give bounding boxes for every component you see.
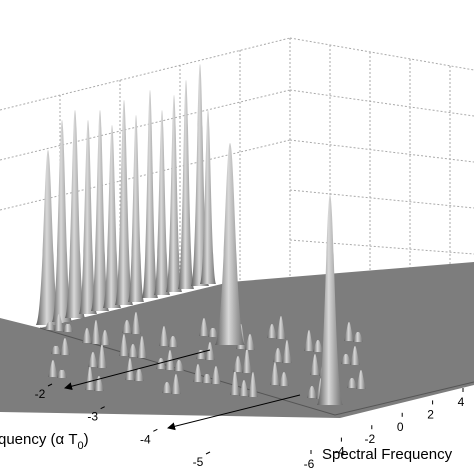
peak [267,324,277,338]
peak [142,90,158,298]
peak [128,344,138,357]
peak [63,323,73,332]
x-tick-label: -2 [364,432,375,446]
peak [341,354,351,364]
peak [79,120,97,314]
peak [307,386,317,398]
peak [36,150,60,325]
peak [313,340,323,352]
peak [279,372,289,386]
peak [208,327,218,337]
peak [125,358,135,380]
axes-box [0,37,474,310]
box-edge [0,37,474,280]
x-axis-label: Spectral Frequency [322,446,453,463]
peak [193,364,203,382]
x-tick-label: -6 [304,457,315,471]
y-tick-label: -2 [35,387,46,401]
peak [356,370,366,389]
peak [242,348,252,373]
surface-peaks [36,64,366,405]
peak [122,320,132,333]
peak [134,368,144,381]
peak [174,360,184,371]
peak [233,356,243,372]
box-grid [0,45,474,310]
arrow [64,349,211,391]
peak [91,320,101,344]
peak [168,336,178,347]
peak [344,322,354,341]
peak [200,110,216,284]
peak [282,340,292,363]
y-tick-mark [47,383,53,387]
peak [199,318,209,336]
y-tick-label: -4 [140,432,151,446]
peak [137,336,147,358]
y-axis-label-text: quency (α T [0,431,78,448]
peak [159,326,169,346]
x-tick-label: 2 [427,407,434,421]
x-tick-label: 0 [397,420,404,434]
peak [317,195,343,405]
y-tick-mark [153,428,158,432]
peak [239,380,249,396]
peak [128,115,144,302]
peak [94,376,104,391]
peak [131,312,141,334]
peak [211,366,221,384]
peak [205,342,215,360]
x-tick-label: 4 [458,395,465,409]
peak [100,330,110,345]
peak [48,360,58,377]
peak [91,110,109,311]
x-tick-label: -4 [334,445,345,459]
y-axis-label: quency (α T0) [0,431,89,452]
peak [353,332,363,342]
peak [65,110,85,318]
y-tick-mark [205,451,211,455]
peak [156,358,166,369]
peak [103,125,121,308]
peak [154,110,170,295]
peak [97,344,107,368]
peak [350,346,360,365]
y-tick-label: -3 [87,410,98,424]
peak [270,362,280,385]
y-tick-label: -5 [193,455,204,469]
peak [245,334,255,350]
peak [45,321,55,330]
peak [178,80,194,289]
peak [54,314,64,331]
arrow [167,394,301,431]
peak [215,143,245,345]
peak [196,349,206,359]
y-axis-label-suffix: ) [84,431,89,448]
peak [51,345,61,354]
peak [162,382,172,393]
peak [82,328,92,343]
peak [276,316,286,339]
peak [304,330,314,351]
peak [115,100,133,305]
peak [171,374,181,394]
peak [202,373,212,383]
peak [166,95,182,292]
peak [119,334,129,356]
peak [230,370,240,395]
peak [88,352,98,367]
y-axis-label-subscript: 0 [78,440,84,452]
peak [85,366,95,390]
peak [273,348,283,362]
peak [248,372,258,397]
peak [60,338,70,355]
peak [347,378,357,388]
peak [52,120,72,322]
peak [310,354,320,375]
y-tick-mark [100,406,105,410]
peak [57,369,67,378]
